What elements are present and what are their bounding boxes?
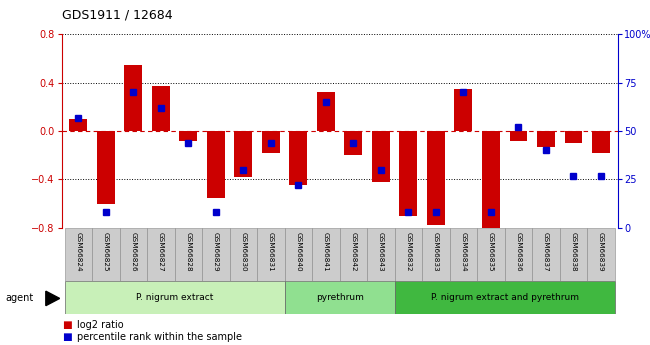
Text: GSM66843: GSM66843 xyxy=(378,232,384,272)
Bar xyxy=(124,65,142,131)
Text: GSM66832: GSM66832 xyxy=(406,232,411,272)
Text: GSM66829: GSM66829 xyxy=(213,232,219,272)
Bar xyxy=(565,131,582,143)
Bar xyxy=(592,131,610,153)
Text: GSM66838: GSM66838 xyxy=(571,232,577,272)
Text: percentile rank within the sample: percentile rank within the sample xyxy=(77,333,242,342)
Text: GSM66837: GSM66837 xyxy=(543,232,549,272)
Bar xyxy=(285,228,312,281)
Bar xyxy=(367,228,395,281)
Bar xyxy=(202,228,229,281)
Bar xyxy=(532,228,560,281)
Text: ■: ■ xyxy=(62,320,72,330)
Text: GSM66828: GSM66828 xyxy=(185,232,191,272)
Bar xyxy=(450,228,477,281)
Text: GSM66835: GSM66835 xyxy=(488,232,494,272)
Bar xyxy=(70,119,87,131)
Bar xyxy=(152,86,170,131)
Bar xyxy=(229,228,257,281)
Text: GSM66839: GSM66839 xyxy=(598,232,604,272)
Bar xyxy=(120,228,147,281)
Text: GSM66826: GSM66826 xyxy=(130,232,136,272)
Bar xyxy=(537,131,555,147)
Bar xyxy=(344,131,362,155)
Text: GSM66824: GSM66824 xyxy=(75,232,81,272)
Text: GSM66834: GSM66834 xyxy=(460,232,467,272)
Text: pyrethrum: pyrethrum xyxy=(316,293,363,302)
Bar xyxy=(147,228,175,281)
Text: GSM66830: GSM66830 xyxy=(240,232,246,272)
Bar xyxy=(289,131,307,185)
Text: GSM66833: GSM66833 xyxy=(433,232,439,272)
Bar xyxy=(510,131,527,141)
Text: P. nigrum extract: P. nigrum extract xyxy=(136,293,213,302)
Bar xyxy=(312,228,339,281)
Bar xyxy=(372,131,390,182)
Bar xyxy=(92,228,120,281)
Bar xyxy=(339,228,367,281)
Bar xyxy=(64,228,92,281)
Bar xyxy=(400,131,417,216)
Bar xyxy=(560,228,587,281)
Bar xyxy=(235,131,252,177)
Text: GSM66827: GSM66827 xyxy=(158,232,164,272)
Bar xyxy=(285,281,395,314)
Bar xyxy=(395,228,422,281)
Text: GSM66831: GSM66831 xyxy=(268,232,274,272)
Bar xyxy=(395,281,615,314)
Text: GSM66825: GSM66825 xyxy=(103,232,109,272)
Text: GSM66836: GSM66836 xyxy=(515,232,521,272)
Text: GSM66841: GSM66841 xyxy=(323,232,329,272)
Text: GSM66840: GSM66840 xyxy=(295,232,302,272)
Text: log2 ratio: log2 ratio xyxy=(77,320,124,330)
Bar xyxy=(207,131,225,197)
Bar xyxy=(454,89,473,131)
Text: GSM66842: GSM66842 xyxy=(350,232,356,272)
Bar xyxy=(179,131,197,141)
Bar xyxy=(427,131,445,225)
Text: P. nigrum extract and pyrethrum: P. nigrum extract and pyrethrum xyxy=(431,293,578,302)
Bar xyxy=(97,131,114,204)
Bar xyxy=(257,228,285,281)
Text: agent: agent xyxy=(5,294,33,303)
Bar xyxy=(262,131,279,153)
Text: ■: ■ xyxy=(62,333,72,342)
Bar xyxy=(317,92,335,131)
Polygon shape xyxy=(46,291,60,306)
Text: GDS1911 / 12684: GDS1911 / 12684 xyxy=(62,9,172,22)
Bar xyxy=(482,131,500,228)
Bar xyxy=(587,228,615,281)
Bar xyxy=(64,281,285,314)
Bar xyxy=(175,228,202,281)
Bar xyxy=(477,228,504,281)
Bar xyxy=(504,228,532,281)
Bar xyxy=(422,228,450,281)
